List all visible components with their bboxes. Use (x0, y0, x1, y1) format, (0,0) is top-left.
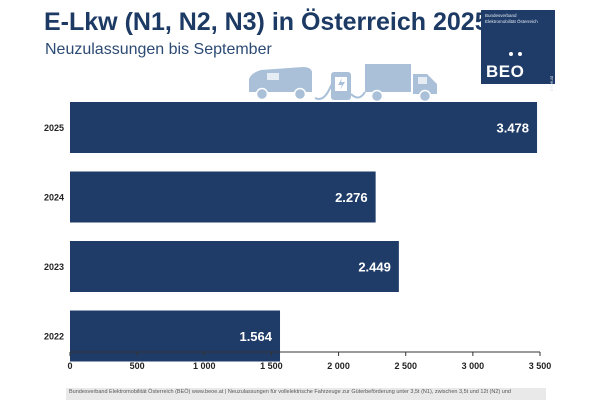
beo-logo: Bundesverband Elektromobilität Österreic… (481, 10, 555, 91)
charging-station-icon (314, 72, 366, 100)
bar-2024 (70, 171, 376, 223)
value-label-2023: 2.449 (358, 260, 391, 275)
value-label-2022: 1.564 (239, 329, 272, 344)
source-footnote: Bundesverband Elektromobilität Österreic… (66, 388, 546, 400)
value-label-2024: 2.276 (335, 190, 368, 205)
x-tick-label-0: 0 (67, 361, 72, 371)
bar-2022 (70, 310, 281, 362)
category-label-2022: 2022 (44, 332, 64, 342)
chart-subtitle: Neuzulassungen bis September (45, 41, 272, 58)
bar-2023 (70, 241, 399, 292)
x-tick-label-500: 500 (130, 361, 145, 371)
x-tick-label-1000: 1 000 (193, 361, 216, 371)
van-icon (249, 67, 312, 101)
x-tick-label-1500: 1 500 (260, 361, 283, 371)
category-label-2025: 2025 (44, 123, 64, 133)
logo-abbr: BEO (486, 62, 525, 81)
category-label-2024: 2024 (44, 193, 64, 203)
logo-org-name: Bundesverband Elektromobilität Österreic… (485, 13, 538, 24)
x-tick-label-2000: 2 000 (327, 361, 350, 371)
x-tick-label-2500: 2 500 (394, 361, 417, 371)
x-tick-label-3000: 3 000 (462, 361, 485, 371)
bar-2025 (70, 102, 538, 153)
logo-dots-icon (509, 52, 525, 56)
chart-title: E-Lkw (N1, N2, N3) in Österreich 2025 (44, 8, 489, 36)
truck-icon (365, 64, 437, 103)
vehicle-illustration (249, 64, 437, 103)
x-tick-label-3500: 3 500 (529, 361, 552, 371)
category-label-2023: 2023 (44, 262, 64, 272)
value-label-2025: 3.478 (496, 121, 529, 136)
